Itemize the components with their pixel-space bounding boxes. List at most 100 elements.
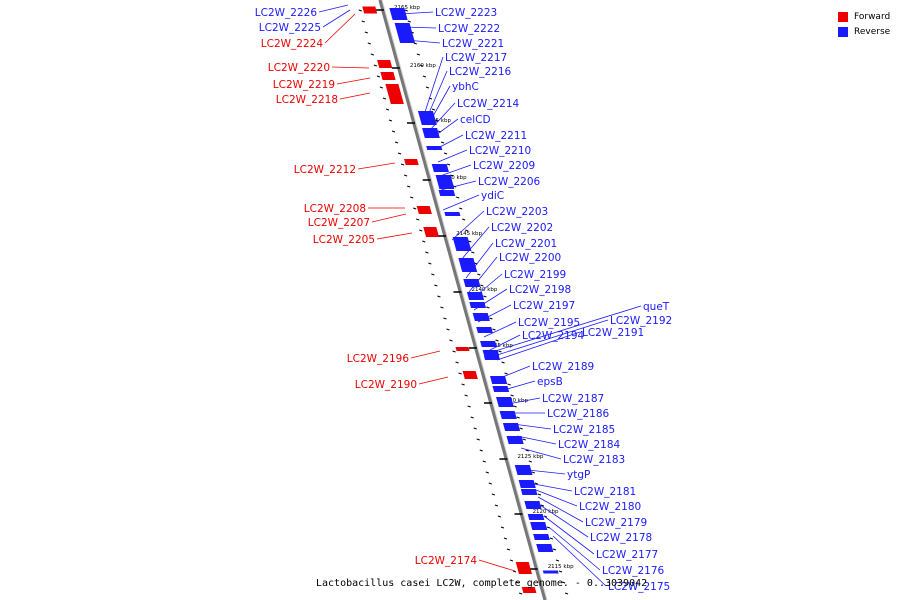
reverse-gene-label-leader	[460, 226, 490, 261]
ruler-tick-label: 2125 kbp	[517, 454, 543, 460]
reverse-gene-block	[463, 279, 481, 287]
forward-gene-label: LC2W_2212	[294, 164, 356, 176]
legend-forward: Forward	[838, 9, 890, 24]
reverse-gene-label: ydiC	[481, 190, 504, 202]
reverse-gene-block	[480, 341, 497, 347]
reverse-gene-block	[476, 327, 493, 333]
reverse-track-mark	[540, 504, 545, 507]
reverse-gene-block	[483, 356, 501, 360]
reverse-gene-label: LC2W_2194	[522, 330, 585, 342]
reverse-track-mark	[431, 108, 436, 111]
reverse-gene-label: LC2W_2183	[563, 454, 625, 466]
reverse-gene-label-leader	[468, 256, 498, 293]
forward-track-mark	[422, 240, 426, 243]
reverse-gene-label: LC2W_2178	[590, 532, 652, 544]
forward-track-mark	[458, 372, 462, 375]
reverse-track-mark	[558, 570, 563, 573]
reverse-track-mark	[516, 416, 520, 419]
forward-gene-label: LC2W_2190	[355, 379, 417, 391]
reverse-gene-label-leader	[429, 102, 456, 131]
reverse-gene-label: LC2W_2180	[579, 501, 641, 513]
upstream-gene-label: LC2W_2226	[255, 7, 318, 19]
reverse-gene-block	[542, 570, 559, 574]
reverse-gene-label: LC2W_2214	[457, 98, 520, 110]
reverse-gene-label-leader	[489, 334, 521, 351]
reverse-gene-block	[518, 480, 536, 488]
forward-track-mark	[476, 438, 480, 441]
reverse-gene-label: LC2W_2192	[610, 315, 672, 327]
forward-gene-label-leader	[324, 13, 356, 44]
forward-track-mark	[361, 20, 365, 23]
forward-track-mark	[406, 185, 411, 188]
forward-gene-label-leader	[371, 213, 407, 223]
forward-track-mark	[400, 163, 405, 166]
forward-track-mark	[410, 196, 414, 199]
forward-track-mark	[452, 350, 456, 353]
legend: Forward Reverse	[838, 9, 890, 39]
reverse-gene-label: LC2W_2186	[547, 408, 610, 420]
forward-track-mark	[397, 152, 402, 155]
reverse-gene-label-leader	[451, 210, 485, 241]
forward-track-mark	[494, 504, 499, 507]
forward-track-mark	[367, 42, 371, 45]
reverse-track-mark	[480, 284, 484, 287]
forward-track-mark	[358, 9, 362, 12]
forward-gene-block	[417, 210, 432, 214]
forward-gene-label-leader	[357, 162, 396, 170]
reverse-gene-label: LC2W_2189	[532, 361, 594, 373]
forward-track-mark	[416, 218, 420, 221]
reverse-track-mark	[465, 229, 469, 232]
forward-track-mark	[428, 262, 432, 265]
ruler-tick-label: 2165 kbp	[394, 5, 420, 11]
forward-track-mark	[385, 108, 390, 111]
legend-reverse-label: Reverse	[854, 26, 891, 37]
reverse-gene-block	[469, 302, 487, 308]
reverse-gene-block	[499, 411, 517, 419]
reverse-gene-block	[527, 514, 545, 520]
reverse-track-mark	[492, 328, 496, 331]
reverse-gene-label: LC2W_2206	[478, 176, 541, 188]
reverse-gene-label-leader	[442, 194, 480, 211]
reverse-gene-label-leader	[533, 483, 573, 492]
forward-track-mark	[473, 427, 477, 430]
reverse-track-mark	[407, 20, 411, 23]
reverse-track-mark	[413, 42, 417, 45]
reverse-gene-label: LC2W_2209	[473, 160, 535, 172]
forward-track-mark	[373, 64, 378, 67]
forward-gene-label-leader	[331, 66, 370, 69]
reverse-gene-block	[417, 111, 437, 125]
genome-axis-shade	[381, 0, 548, 600]
forward-track-mark	[470, 416, 474, 419]
forward-track-mark	[482, 460, 486, 463]
reverse-gene-label-leader	[552, 535, 607, 587]
reverse-gene-label: celCD	[460, 114, 491, 126]
reverse-gene-block	[435, 175, 455, 189]
reverse-track-mark	[425, 86, 430, 89]
reverse-gene-label-leader	[539, 504, 589, 538]
reverse-track-mark	[459, 207, 463, 210]
legend-forward-label: Forward	[854, 11, 891, 22]
reverse-gene-label: queT	[643, 301, 670, 313]
reverse-gene-label-leader	[425, 70, 448, 121]
reverse-gene-label-leader	[493, 319, 609, 357]
reverse-gene-label-leader	[507, 397, 541, 405]
reverse-track-mark	[443, 152, 448, 155]
forward-track-mark	[500, 526, 505, 529]
reverse-track-mark	[564, 592, 569, 595]
reverse-track-mark	[483, 295, 487, 298]
reverse-gene-label-leader	[512, 423, 552, 430]
reverse-track-mark	[498, 350, 502, 353]
forward-gene-block	[362, 6, 378, 14]
forward-track-mark	[376, 75, 381, 78]
reverse-gene-label: LC2W_2216	[449, 66, 512, 78]
reverse-gene-block	[533, 534, 550, 540]
reverse-gene-label: LC2W_2198	[509, 284, 571, 296]
reverse-gene-label: ytgP	[567, 469, 590, 481]
upstream-gene-label: LC2W_2225	[259, 22, 321, 34]
ruler-tick-label: 2145 kbp	[456, 231, 482, 237]
forward-gene-label: LC2W_2205	[313, 234, 375, 246]
reverse-track-mark	[510, 394, 514, 397]
reverse-gene-label: LC2W_2184	[558, 439, 621, 451]
forward-gene-label-leader	[336, 77, 371, 85]
reverse-gene-block	[394, 23, 416, 43]
